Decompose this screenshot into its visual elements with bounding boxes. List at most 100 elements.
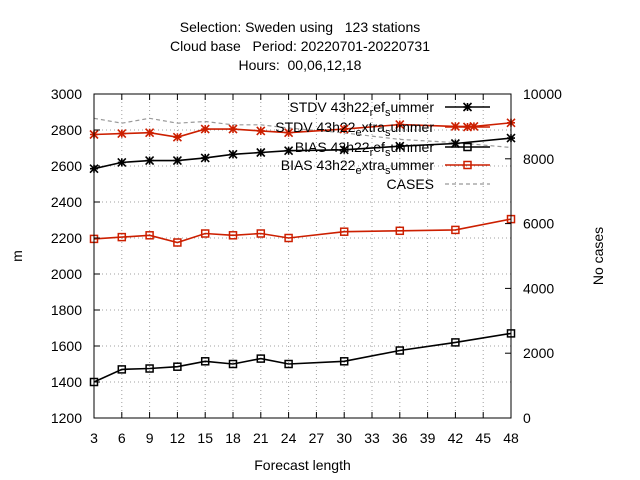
legend-label-part: STDV 43h22 (275, 119, 355, 135)
legend-label: BIAS 43h22refsummer (295, 139, 434, 159)
data-point (395, 120, 405, 130)
legend-label-part: r (370, 107, 374, 119)
plot-frame (93, 93, 512, 419)
data-point (117, 157, 127, 167)
x-tick-label: 3 (90, 430, 98, 446)
chart-title-line: Hours: 00,06,12,18 (239, 57, 362, 73)
y-tick-label: 2800 (51, 122, 82, 138)
series-line (93, 332, 512, 383)
legend-entry: CASES (387, 176, 490, 192)
y-tick-label: 2000 (51, 266, 82, 282)
data-point (256, 229, 266, 238)
x-tick-label: 27 (309, 430, 325, 446)
y2-tick-label: 0 (523, 410, 531, 426)
data-point (117, 365, 127, 374)
data-point (339, 145, 349, 155)
y-tick-label: 1800 (51, 302, 82, 318)
data-point (256, 126, 266, 136)
data-point (339, 357, 349, 366)
data-point (228, 231, 238, 240)
x-tick-label: 15 (197, 430, 213, 446)
series-cases (93, 117, 512, 149)
data-point (451, 225, 460, 235)
data-point (117, 232, 127, 242)
legend-label-part: s (385, 147, 391, 159)
series-line (93, 218, 512, 244)
legend-label-part: s (385, 127, 391, 139)
axes: 3 6 9 12 15 18 21 24 27 30 33 36 39 42 45 4812001400160… (51, 86, 562, 446)
legend-label-part: ef (373, 139, 385, 155)
series-line (93, 137, 512, 170)
x-tick-label: 24 (281, 430, 297, 446)
data-point (284, 233, 293, 243)
data-point (451, 338, 460, 347)
y-tick-label: 1400 (51, 374, 82, 390)
x-tick-label: 45 (475, 430, 491, 446)
y-tick-label: 1200 (51, 410, 82, 426)
data-point (339, 124, 349, 134)
legend-label: STDV 43h22refsummer (289, 99, 434, 119)
x-tick-label: 36 (392, 430, 408, 446)
data-point (228, 359, 238, 369)
data-point (200, 229, 210, 238)
data-point (256, 147, 266, 158)
legend-label-part: BIAS 43h22 (281, 157, 356, 173)
chart-title-line: Cloud base Period: 20220701-20220731 (170, 38, 430, 54)
x-tick-label: 6 (118, 430, 126, 446)
y-tick-label: 2200 (51, 230, 82, 246)
data-point (172, 156, 182, 166)
legend-entry: STDV 43h22extrasummer (275, 119, 490, 139)
y2-axis-label: No cases (590, 227, 606, 285)
data-point (145, 364, 154, 373)
legend-label-part: e (355, 165, 361, 177)
data-point (256, 354, 266, 363)
data-point (145, 128, 155, 138)
x-tick-label: 33 (364, 430, 380, 446)
legend-label-part: xtra (362, 119, 386, 135)
grid (94, 94, 511, 418)
x-tick-label: 18 (225, 430, 241, 446)
x-tick-label: 39 (420, 430, 436, 446)
y2-tick-label: 2000 (523, 345, 554, 361)
chart-title: Selection: Sweden using 123 stations Clou… (170, 19, 430, 73)
data-point (395, 346, 405, 355)
data-point (284, 359, 293, 369)
data-point (200, 124, 210, 134)
data-point (463, 160, 472, 170)
y2-tick-label: 4000 (523, 280, 554, 296)
x-tick-label: 21 (253, 430, 269, 446)
data-point (200, 153, 210, 163)
data-point (462, 122, 473, 132)
y-tick-label: 1600 (51, 338, 82, 354)
data-point (200, 357, 210, 366)
series-bias-43h22-ref-summer (89, 329, 516, 387)
data-point (117, 129, 127, 139)
x-tick-label: 48 (503, 430, 519, 446)
data-point (395, 226, 405, 236)
data-point (462, 102, 473, 112)
legend-label-part: STDV 43h22 (289, 99, 369, 115)
legend-label-part: ummer (390, 119, 434, 135)
x-tick-label: 9 (146, 430, 154, 446)
legend-label-part: ummer (390, 139, 434, 155)
legend-label: CASES (387, 176, 434, 192)
y2-tick-label: 8000 (523, 151, 554, 167)
legend-label-part: BIAS 43h22 (295, 139, 370, 155)
data-point (284, 128, 294, 138)
data-point (228, 149, 238, 159)
data-point (145, 156, 155, 166)
legend-label: BIAS 43h22extrasummer (281, 157, 435, 177)
data-point (173, 238, 182, 247)
legend-label-part: ummer (390, 99, 434, 115)
legend-label-part: xtra (362, 157, 386, 173)
y-tick-label: 2600 (51, 158, 82, 174)
legend-label-part: ef (373, 99, 385, 115)
legend-entry: STDV 43h22refsummer (289, 99, 490, 119)
y2-tick-label: 10000 (523, 86, 562, 102)
data-point (173, 362, 182, 371)
chart-title-line: Selection: Sweden using 123 stations (180, 19, 421, 35)
x-tick-label: 30 (336, 430, 352, 446)
legend-label-part: s (385, 107, 391, 119)
